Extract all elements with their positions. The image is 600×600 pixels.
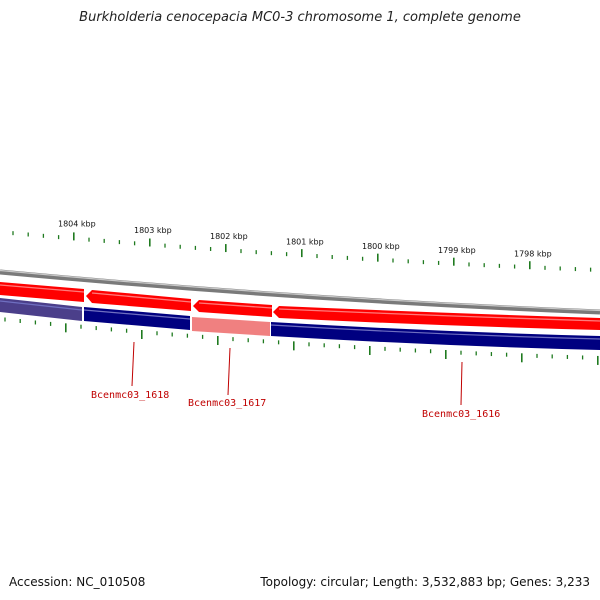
forward-strand-shine xyxy=(0,284,600,322)
ruler-label: 1804 kbp xyxy=(58,219,96,228)
ruler-label: 1800 kbp xyxy=(362,242,400,251)
ruler-label: 1798 kbp xyxy=(514,249,552,258)
reverse-feature-1[interactable] xyxy=(0,298,82,321)
genome-summary-text: Topology: circular; Length: 3,532,883 bp… xyxy=(260,575,590,589)
forward-feature-1[interactable] xyxy=(0,282,84,302)
map-title: Burkholderia cenocepacia MC0-3 chromosom… xyxy=(79,10,521,25)
ruler-label: 1803 kbp xyxy=(134,226,172,235)
chromosome-backbone-highlight xyxy=(0,269,600,312)
forward-feature-3[interactable] xyxy=(193,300,272,317)
reverse-strand-shine xyxy=(0,300,600,340)
gene-label[interactable]: Bcenmc03_1618 xyxy=(91,390,169,401)
ruler-label: 1801 kbp xyxy=(286,237,324,246)
gene-leader-line-3 xyxy=(460,361,463,406)
gene-label[interactable]: Bcenmc03_1617 xyxy=(188,398,266,409)
inner-tick-ring xyxy=(4,317,599,365)
ruler-labels: 1804 kbp 1803 kbp 1802 kbp 1801 kbp 1800 kbp… xyxy=(58,219,552,258)
outer-tick-ring xyxy=(12,231,592,272)
ruler-label: 1802 kbp xyxy=(210,232,248,241)
accession-text: Accession: NC_010508 xyxy=(9,575,146,589)
gene-leader-line-1 xyxy=(131,341,135,387)
gene-leader-line-2 xyxy=(227,347,231,396)
gene-label[interactable]: Bcenmc03_1616 xyxy=(422,409,500,420)
reverse-feature-2[interactable] xyxy=(84,307,190,330)
reverse-feature-3[interactable] xyxy=(192,317,270,336)
ruler-label: 1799 kbp xyxy=(438,246,476,255)
chromosome-backbone xyxy=(0,269,600,315)
